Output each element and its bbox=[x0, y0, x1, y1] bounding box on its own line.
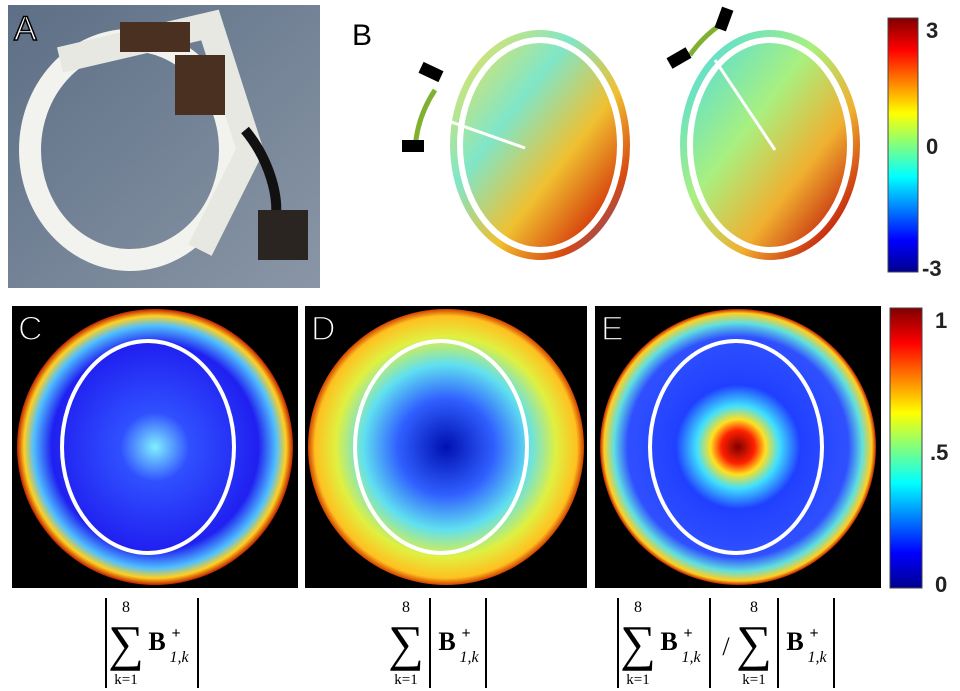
formula-text: 1,k bbox=[459, 649, 479, 666]
formula-text: 8 bbox=[750, 599, 758, 616]
figure: A B 3 0 -3 C D E 1 .5 0 ∑8k=1B+1,k∑8k=1B… bbox=[0, 0, 960, 691]
formula-text: / bbox=[722, 632, 730, 661]
formula-text: + bbox=[683, 625, 692, 642]
colorbar-tick: 0 bbox=[926, 134, 938, 159]
formula-text: B bbox=[786, 627, 803, 656]
panel-label: B bbox=[352, 19, 372, 52]
formula-text: ∑ bbox=[108, 615, 144, 671]
photo-coil: A bbox=[8, 5, 320, 288]
colorbar-tick: 0 bbox=[935, 572, 947, 597]
colorbar-tick: 1 bbox=[935, 308, 947, 333]
formula-text: 8 bbox=[634, 599, 642, 616]
formula-text: 1,k bbox=[169, 649, 189, 666]
formula-text: ∑ bbox=[736, 615, 772, 671]
colorbar-tick: -3 bbox=[922, 256, 942, 281]
formula-text: + bbox=[461, 625, 470, 642]
panel-label: A bbox=[14, 10, 37, 48]
field-maps: C D E 1 .5 0 bbox=[12, 306, 948, 597]
formula-text: 8 bbox=[402, 599, 410, 616]
panel-label: E bbox=[601, 310, 624, 348]
formula-text: 1,k bbox=[681, 649, 701, 666]
colorbar-tick: 3 bbox=[926, 18, 938, 43]
panel-label: C bbox=[18, 310, 43, 348]
formula-text: B bbox=[148, 627, 165, 656]
formula-text: ∑ bbox=[388, 615, 424, 671]
formula-text: + bbox=[171, 625, 180, 642]
formula-text: k=1 bbox=[114, 672, 137, 688]
formula-text: 8 bbox=[122, 599, 130, 616]
formula-text: k=1 bbox=[626, 672, 649, 688]
formulas: ∑8k=1B+1,k∑8k=1B+1,k∑8k=1B+1,k/∑8k=1B+1,… bbox=[106, 598, 834, 688]
formula-text: k=1 bbox=[742, 672, 765, 688]
formula-text: k=1 bbox=[394, 672, 417, 688]
panel-label: D bbox=[311, 310, 336, 348]
formula-text: 1,k bbox=[807, 649, 827, 666]
formula-text: ∑ bbox=[620, 615, 656, 671]
formula-text: B bbox=[660, 627, 677, 656]
phase-maps: B 3 0 -3 bbox=[352, 7, 942, 281]
formula-text: + bbox=[809, 625, 818, 642]
formula-text: B bbox=[438, 627, 455, 656]
colorbar-tick: .5 bbox=[930, 440, 948, 465]
